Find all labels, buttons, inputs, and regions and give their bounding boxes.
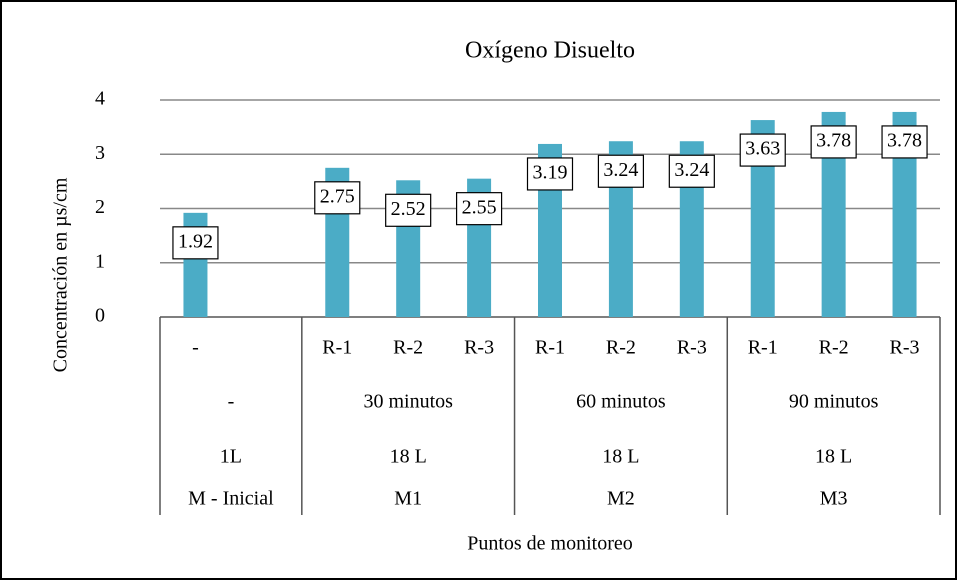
group-time-label: 90 minutos: [789, 391, 879, 413]
data-label: 3.63: [745, 138, 780, 160]
x-tick-label: -: [192, 337, 199, 359]
data-label-box: [739, 133, 786, 167]
data-label-box: [810, 125, 857, 159]
x-tick-label: R-2: [606, 337, 636, 359]
data-label: 3.19: [533, 162, 568, 184]
x-tick-label: R-3: [890, 337, 920, 359]
x-tick-label: R-1: [748, 337, 778, 359]
data-label-box: [597, 154, 645, 188]
data-label: 1.92: [178, 230, 213, 252]
x-tick-label: R-2: [393, 337, 423, 359]
group-label: M1: [394, 488, 422, 510]
chart-title: Oxígeno Disuelto: [465, 38, 635, 64]
x-tick-label: R-2: [819, 337, 849, 359]
y-tick-label: 2: [95, 196, 105, 218]
x-tick-label: R-1: [322, 337, 352, 359]
data-label: 3.24: [674, 159, 709, 181]
x-tick-label: R-3: [677, 337, 707, 359]
group-label: M2: [607, 488, 635, 510]
data-label-box: [455, 192, 503, 226]
data-label-box: [881, 125, 928, 159]
y-tick-label: 0: [95, 305, 105, 327]
data-label: 3.24: [603, 159, 638, 181]
group-volume-label: 1L: [220, 446, 242, 468]
y-tick-label: 3: [95, 142, 105, 164]
x-axis-label: Puntos de monitoreo: [467, 533, 633, 555]
y-tick-label: 4: [95, 88, 105, 110]
y-axis-label: Concentración en µs/cm: [50, 177, 72, 372]
group-volume-label: 18 L: [815, 446, 852, 468]
group-time-label: 60 minutos: [576, 391, 666, 413]
group-label: M - Inicial: [188, 488, 274, 510]
data-label: 3.78: [887, 130, 922, 152]
data-label: 2.75: [320, 185, 355, 207]
group-time-label: 30 minutos: [363, 391, 453, 413]
data-label: 3.78: [816, 130, 851, 152]
group-volume-label: 18 L: [390, 446, 427, 468]
data-label-box: [668, 154, 715, 188]
data-label: 2.55: [462, 196, 497, 218]
group-time-label: -: [228, 391, 235, 413]
data-label-box: [314, 181, 361, 215]
data-label-box: [526, 157, 574, 191]
group-volume-label: 18 L: [602, 446, 639, 468]
x-tick-label: R-3: [464, 337, 494, 359]
data-label: 2.52: [391, 198, 426, 220]
group-label: M3: [820, 488, 848, 510]
y-tick-label: 1: [95, 250, 105, 272]
x-tick-label: R-1: [535, 337, 565, 359]
data-label-box: [172, 226, 219, 260]
data-label-box: [385, 193, 432, 227]
